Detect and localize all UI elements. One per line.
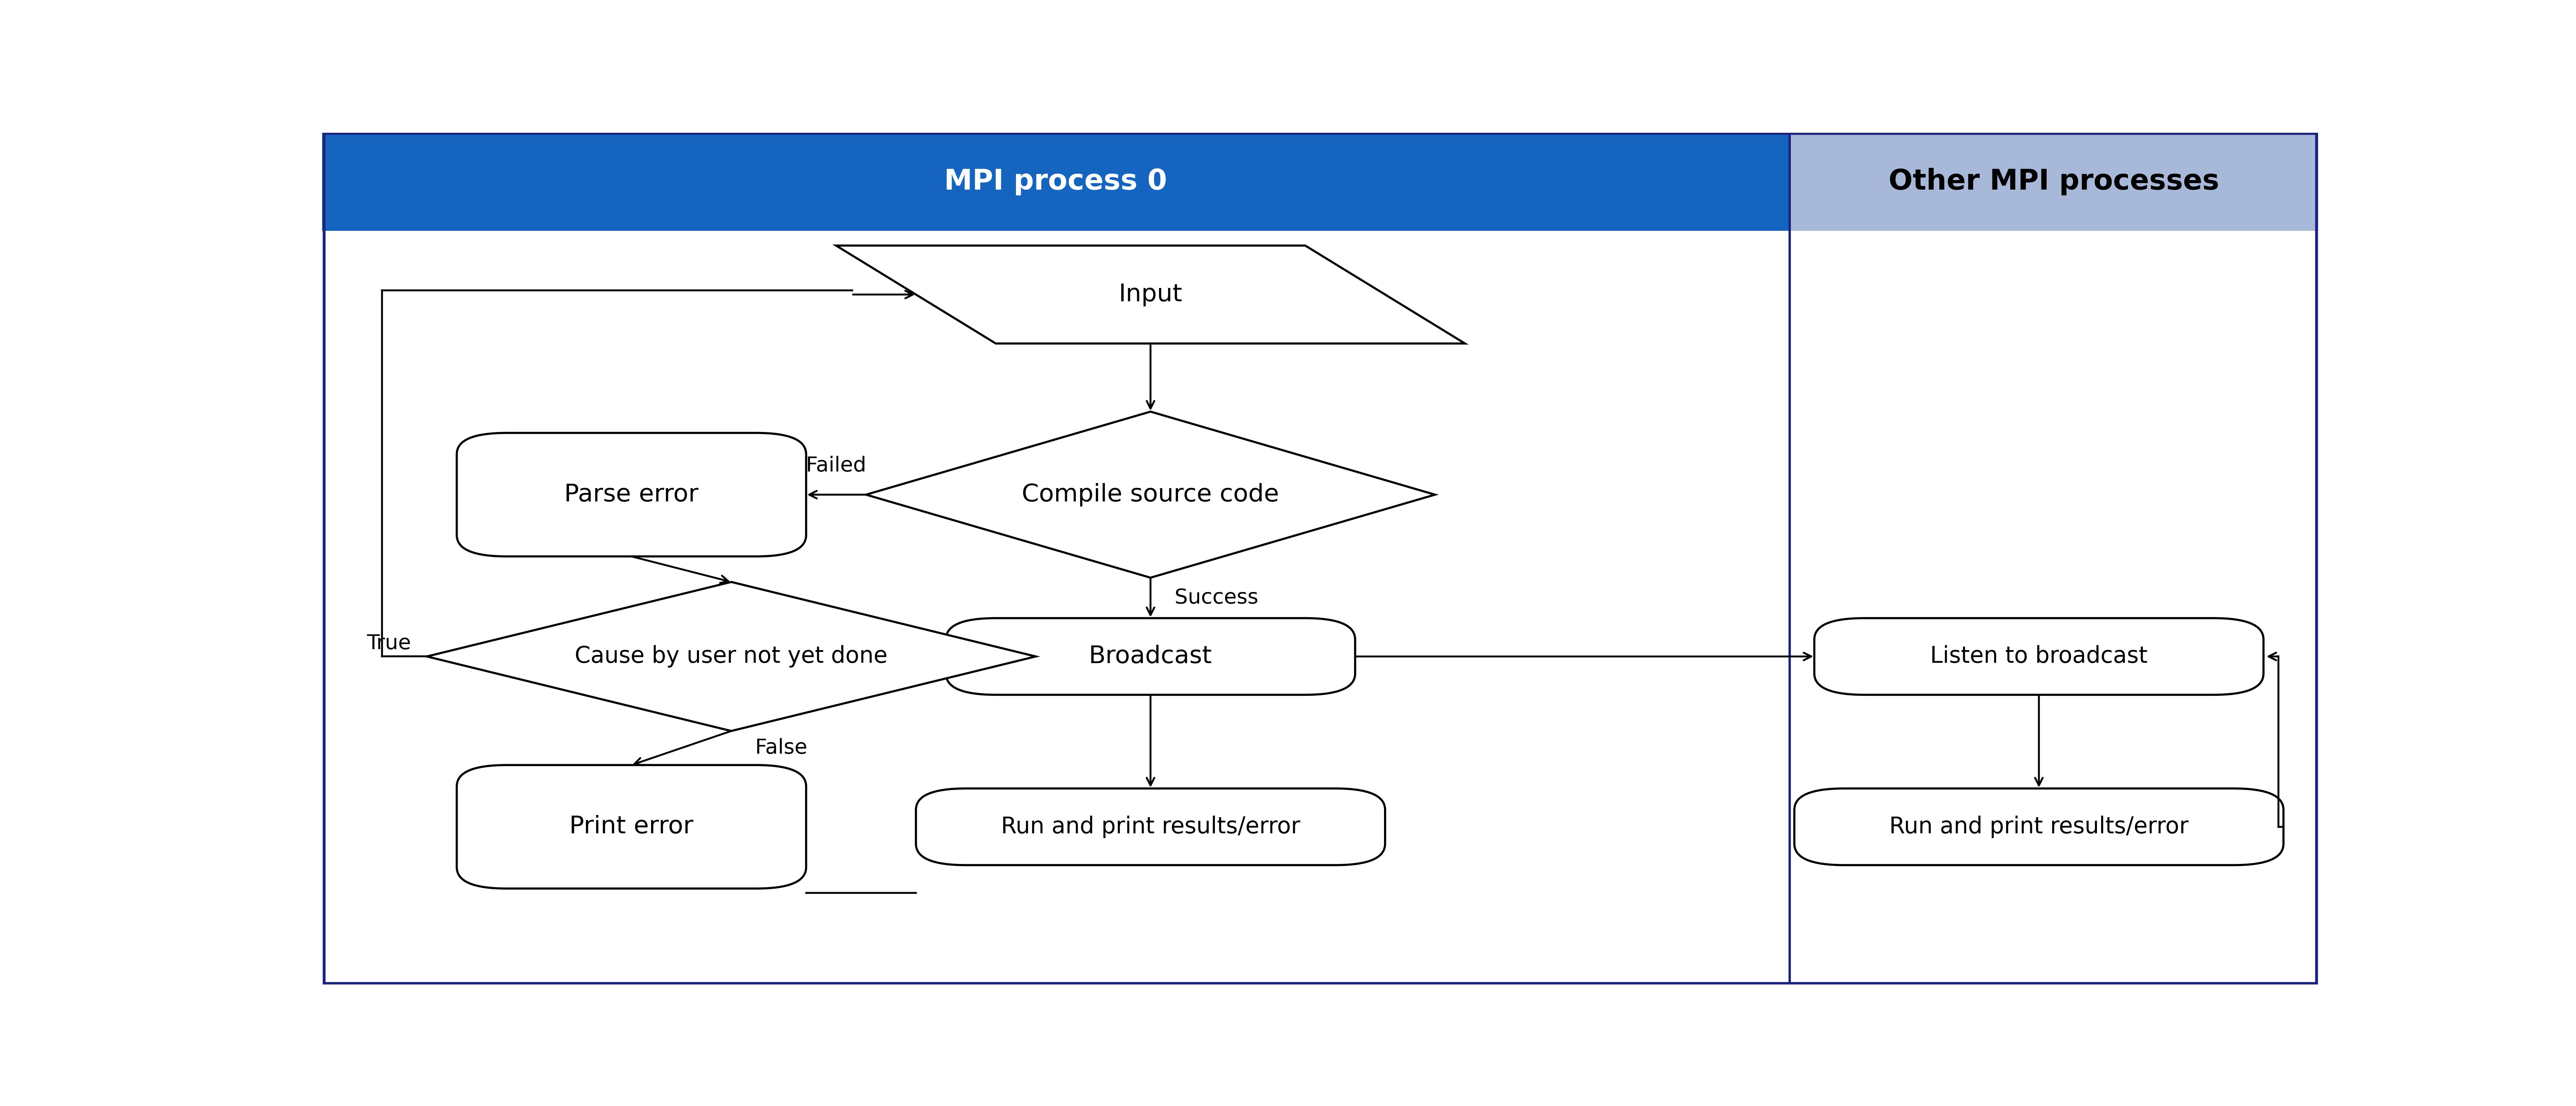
FancyBboxPatch shape xyxy=(917,789,1386,865)
Text: Input: Input xyxy=(1118,283,1182,306)
Text: True: True xyxy=(366,634,410,654)
FancyBboxPatch shape xyxy=(456,432,806,556)
Text: Cause by user not yet done: Cause by user not yet done xyxy=(574,645,889,668)
FancyBboxPatch shape xyxy=(1790,231,2318,984)
Text: Other MPI processes: Other MPI processes xyxy=(1888,168,2218,196)
Text: MPI process 0: MPI process 0 xyxy=(945,168,1167,196)
FancyBboxPatch shape xyxy=(1795,789,2282,865)
FancyBboxPatch shape xyxy=(456,765,806,888)
Text: Run and print results/error: Run and print results/error xyxy=(1888,815,2190,838)
FancyBboxPatch shape xyxy=(945,618,1355,695)
Polygon shape xyxy=(428,582,1036,731)
Text: Listen to broadcast: Listen to broadcast xyxy=(1929,645,2148,668)
Polygon shape xyxy=(866,411,1435,577)
Text: False: False xyxy=(755,738,806,758)
Text: Success: Success xyxy=(1175,588,1257,608)
Text: Run and print results/error: Run and print results/error xyxy=(1002,815,1301,838)
FancyBboxPatch shape xyxy=(322,231,1790,984)
FancyBboxPatch shape xyxy=(322,133,1790,231)
Text: Parse error: Parse error xyxy=(564,483,698,507)
Text: Compile source code: Compile source code xyxy=(1023,483,1280,507)
FancyBboxPatch shape xyxy=(1814,618,2264,695)
Text: Broadcast: Broadcast xyxy=(1090,645,1213,668)
Polygon shape xyxy=(837,246,1466,344)
Text: Print error: Print error xyxy=(569,815,693,838)
Text: Failed: Failed xyxy=(806,456,866,476)
FancyBboxPatch shape xyxy=(1790,133,2318,231)
